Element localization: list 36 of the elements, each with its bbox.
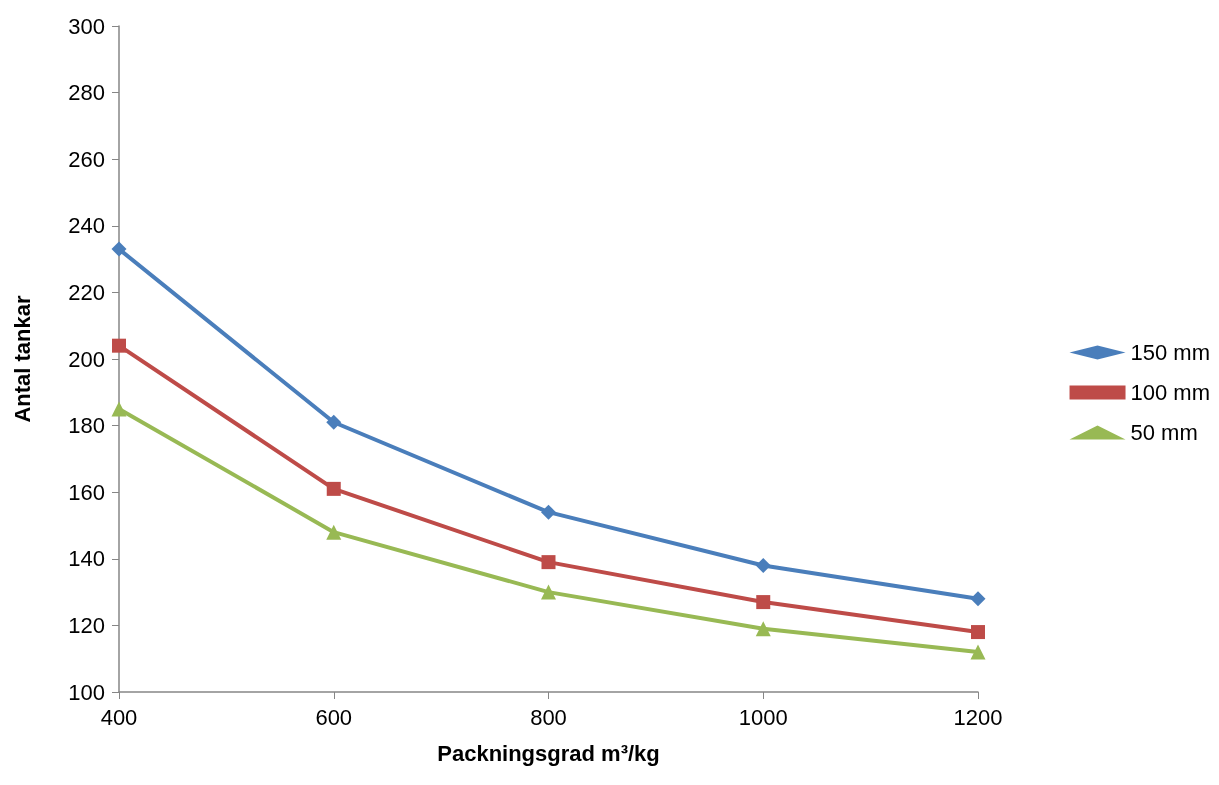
point <box>971 625 985 640</box>
point <box>326 481 341 496</box>
legend-label: 150 mm <box>1130 340 1211 365</box>
point <box>326 524 342 540</box>
x-tick-label: 800 <box>530 704 567 730</box>
point <box>541 504 556 520</box>
point <box>755 621 771 637</box>
point <box>326 414 342 430</box>
point <box>970 644 986 660</box>
y-tick-label: 260 <box>68 146 105 172</box>
y-tick-label: 280 <box>68 80 105 106</box>
point <box>111 401 127 417</box>
x-tick-label: 600 <box>315 704 353 730</box>
y-tick-label: 180 <box>68 413 105 439</box>
x-tick-label: 1200 <box>953 704 1003 730</box>
y-tick-label: 160 <box>68 479 105 505</box>
y-tick-label: 300 <box>68 13 105 39</box>
point <box>970 591 986 607</box>
y-tick-label: 140 <box>68 546 105 572</box>
point <box>541 555 556 570</box>
y-tick-label: 240 <box>68 213 105 239</box>
point <box>112 338 126 353</box>
point <box>756 595 771 610</box>
legend-label: 50 mm <box>1130 420 1198 445</box>
point <box>111 241 127 257</box>
y-axis-title: Antal tankar <box>9 295 35 423</box>
legend-label: 100 mm <box>1130 380 1211 405</box>
x-tick-label: 400 <box>100 704 138 730</box>
y-tick-label: 200 <box>68 346 105 372</box>
point <box>755 557 771 573</box>
x-axis-title: Packningsgrad m³/kg <box>437 740 660 766</box>
y-tick-label: 100 <box>68 679 105 705</box>
point <box>541 584 556 600</box>
x-tick-label: 1000 <box>738 704 788 730</box>
y-tick-label: 220 <box>68 279 105 305</box>
y-tick-label: 120 <box>68 612 105 638</box>
